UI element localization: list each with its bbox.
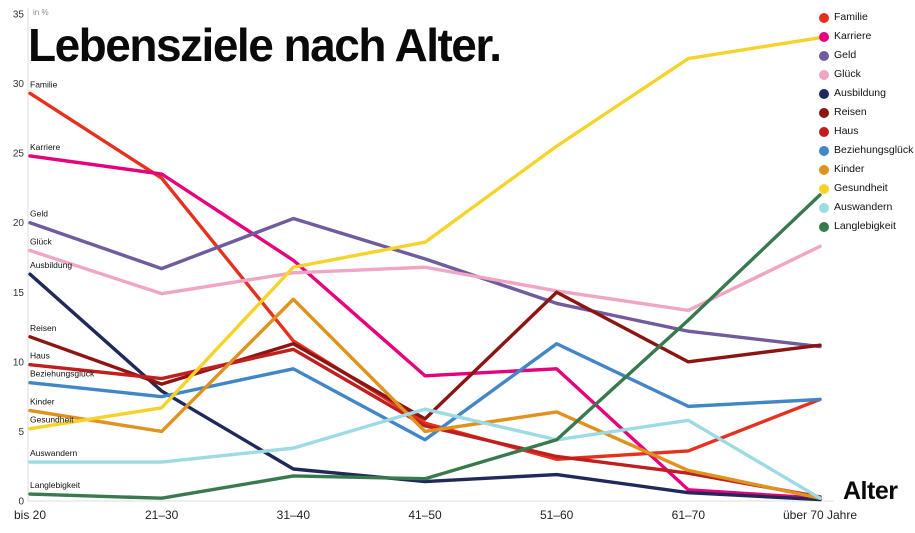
series-start-label-karriere: Karriere <box>30 142 61 152</box>
legend-label-auswandern: Auswandern <box>834 201 893 213</box>
y-tick-label-35: 35 <box>13 10 25 21</box>
x-tick-label-bis-20: bis 20 <box>14 508 46 522</box>
legend-color-dot-geld <box>819 50 829 61</box>
legend-item-reisen: Reisen <box>819 107 913 118</box>
series-start-label-ausbildung: Ausbildung <box>30 260 72 270</box>
legend-label-beziehungsgluck: Beziehungsglück <box>834 144 914 156</box>
y-tick-label-15: 15 <box>13 288 25 299</box>
series-start-label-reisen: Reisen <box>30 323 57 333</box>
legend-label-kinder: Kinder <box>834 163 865 175</box>
x-tick-label-31-40: 31–40 <box>277 508 311 522</box>
legend-color-dot-gluck <box>819 69 829 80</box>
legend-label-gesundheit: Gesundheit <box>834 182 888 194</box>
x-axis-title: Alter <box>843 477 898 505</box>
legend-color-dot-haus <box>819 126 829 137</box>
series-line-gesundheit <box>28 35 822 431</box>
series-line-haus <box>28 347 822 499</box>
legend-color-dot-beziehungsgluck <box>819 145 829 156</box>
series-line-reisen <box>28 290 822 421</box>
legend-item-gluck: Glück <box>819 69 913 80</box>
y-axis-unit-label: in % <box>33 8 49 17</box>
legend-item-kinder: Kinder <box>819 164 913 175</box>
series-line-kinder <box>28 297 822 500</box>
legend-item-beziehungsgluck: Beziehungsglück <box>819 145 913 156</box>
series-line-langlebigkeit <box>28 193 822 500</box>
legend-item-langlebigkeit: Langlebigkeit <box>819 221 913 232</box>
series-line-ausbildung <box>28 272 822 502</box>
series-start-label-geld: Geld <box>30 209 48 219</box>
legend-item-auswandern: Auswandern <box>819 202 913 213</box>
legend-label-familie: Familie <box>834 11 868 23</box>
legend-label-ausbildung: Ausbildung <box>834 87 886 99</box>
series-start-label-gluck: Glück <box>30 237 52 247</box>
legend-color-dot-familie <box>819 12 829 23</box>
legend-color-dot-reisen <box>819 107 829 118</box>
series-start-label-kinder: Kinder <box>30 397 55 407</box>
legend-color-dot-langlebigkeit <box>819 221 829 232</box>
y-tick-label-10: 10 <box>13 357 25 368</box>
legend-label-reisen: Reisen <box>834 106 867 118</box>
legend-item-gesundheit: Gesundheit <box>819 183 913 194</box>
legend-item-haus: Haus <box>819 126 913 137</box>
x-tick-label-61-70: 61–70 <box>672 508 706 522</box>
legend-color-dot-gesundheit <box>819 183 829 194</box>
y-tick-label-5: 5 <box>18 427 24 438</box>
series-start-label-beziehungsgluck: Beziehungsglück <box>30 369 95 379</box>
legend-color-dot-ausbildung <box>819 88 829 99</box>
legend-color-dot-kinder <box>819 164 829 175</box>
legend-color-dot-auswandern <box>819 202 829 213</box>
x-tick-label-41-50: 41–50 <box>408 508 442 522</box>
legend-label-karriere: Karriere <box>834 30 872 42</box>
legend-color-dot-karriere <box>819 31 829 42</box>
series-start-label-langlebigkeit: Langlebigkeit <box>30 480 81 490</box>
x-tick-label-uber-70-jahre: über 70 Jahre <box>783 508 857 522</box>
series-start-label-familie: Familie <box>30 79 58 89</box>
legend-item-familie: Familie <box>819 12 913 23</box>
legend-item-ausbildung: Ausbildung <box>819 88 913 99</box>
legend-label-geld: Geld <box>834 49 857 61</box>
series-line-gluck <box>28 244 822 313</box>
legend: Familie Karriere Geld Glück Ausbildung Reisen… <box>819 12 913 232</box>
series-line-auswandern <box>28 407 822 500</box>
y-tick-label-20: 20 <box>13 218 25 229</box>
series-start-label-auswandern: Auswandern <box>30 448 78 458</box>
x-tick-label-51-60: 51–60 <box>540 508 574 522</box>
series-start-label-haus: Haus <box>30 351 50 361</box>
series-line-geld <box>28 216 822 349</box>
x-tick-label-21-30: 21–30 <box>145 508 179 522</box>
legend-item-geld: Geld <box>819 50 913 61</box>
y-tick-label-25: 25 <box>13 149 25 160</box>
y-tick-label-30: 30 <box>13 79 25 90</box>
legend-label-haus: Haus <box>834 125 859 137</box>
legend-label-gluck: Glück <box>834 68 861 80</box>
series-line-familie <box>28 91 822 461</box>
series-line-karriere <box>28 154 822 500</box>
y-tick-label-0: 0 <box>18 497 24 508</box>
series-line-beziehungsgluck <box>28 342 822 442</box>
legend-label-langlebigkeit: Langlebigkeit <box>834 220 896 232</box>
series-start-label-gesundheit: Gesundheit <box>30 415 74 425</box>
legend-item-karriere: Karriere <box>819 31 913 42</box>
chart-title: Lebensziele nach Alter. <box>28 19 502 71</box>
